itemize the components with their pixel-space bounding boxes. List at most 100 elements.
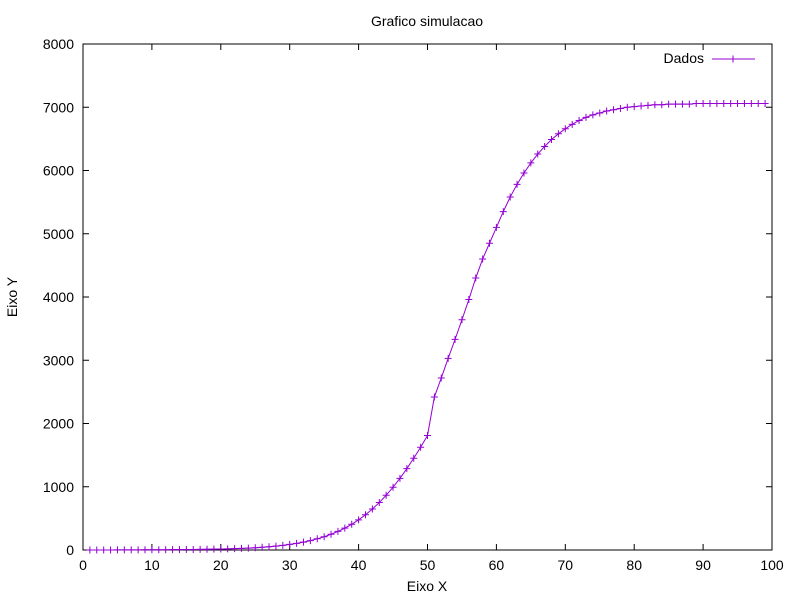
data-point bbox=[107, 546, 115, 554]
x-tick-label: 60 bbox=[489, 557, 505, 573]
data-point bbox=[231, 545, 239, 553]
data-point bbox=[169, 546, 177, 554]
data-point bbox=[672, 100, 680, 108]
data-point bbox=[189, 545, 197, 553]
x-tick-label: 20 bbox=[213, 557, 229, 573]
data-point bbox=[472, 274, 480, 282]
data-point bbox=[251, 544, 259, 552]
y-tick-label: 5000 bbox=[43, 226, 74, 242]
data-point bbox=[100, 546, 108, 554]
data-point bbox=[368, 505, 376, 513]
data-point bbox=[375, 499, 383, 507]
data-point bbox=[299, 538, 307, 546]
data-point bbox=[244, 544, 252, 552]
legend-marker-dados bbox=[729, 55, 737, 63]
data-point bbox=[603, 107, 611, 115]
y-tick-label: 7000 bbox=[43, 99, 74, 115]
data-point bbox=[113, 546, 121, 554]
x-tick-label: 50 bbox=[420, 557, 436, 573]
data-point bbox=[754, 99, 762, 107]
x-axis-label: Eixo X bbox=[407, 578, 448, 594]
data-point bbox=[734, 99, 742, 107]
data-point bbox=[665, 100, 673, 108]
data-point bbox=[175, 546, 183, 554]
data-point bbox=[141, 546, 149, 554]
data-point bbox=[265, 543, 273, 551]
data-point bbox=[499, 208, 507, 216]
x-axis: 0 10 20 30 40 50 60 70 80 90 100 bbox=[79, 44, 784, 573]
data-point bbox=[520, 169, 528, 177]
data-point bbox=[630, 103, 638, 111]
data-point bbox=[403, 465, 411, 473]
data-point bbox=[155, 546, 163, 554]
data-point bbox=[293, 539, 301, 547]
y-axis: 0 1000 2000 3000 4000 5000 6000 7000 8000 bbox=[43, 36, 772, 558]
x-tick-label: 0 bbox=[79, 557, 87, 573]
data-point bbox=[389, 483, 397, 491]
data-point bbox=[706, 99, 714, 107]
data-point bbox=[747, 99, 755, 107]
data-point bbox=[203, 545, 211, 553]
legend: Dados bbox=[664, 50, 755, 66]
data-point bbox=[327, 530, 335, 538]
data-point bbox=[740, 99, 748, 107]
data-point bbox=[554, 130, 562, 138]
data-point bbox=[486, 239, 494, 247]
x-tick-label: 40 bbox=[351, 557, 367, 573]
data-point bbox=[465, 296, 473, 304]
data-point bbox=[410, 454, 418, 462]
x-tick-label: 90 bbox=[695, 557, 711, 573]
data-point bbox=[127, 546, 135, 554]
data-point bbox=[355, 516, 363, 524]
series-dados bbox=[86, 99, 769, 554]
y-tick-label: 1000 bbox=[43, 479, 74, 495]
data-point bbox=[396, 474, 404, 482]
data-point bbox=[761, 99, 769, 107]
x-tick-label: 100 bbox=[760, 557, 784, 573]
data-point bbox=[658, 101, 666, 109]
data-point bbox=[279, 541, 287, 549]
data-point bbox=[162, 546, 170, 554]
data-point bbox=[382, 491, 390, 499]
data-point bbox=[678, 100, 686, 108]
data-point bbox=[182, 546, 190, 554]
data-point bbox=[134, 546, 142, 554]
data-point bbox=[196, 545, 204, 553]
data-point bbox=[561, 125, 569, 133]
x-tick-label: 30 bbox=[282, 557, 298, 573]
data-point bbox=[272, 542, 280, 550]
data-point bbox=[458, 316, 466, 324]
data-point bbox=[361, 511, 369, 519]
data-point bbox=[610, 106, 618, 114]
data-point bbox=[424, 432, 431, 440]
y-tick-label: 4000 bbox=[43, 289, 74, 305]
x-tick-label: 10 bbox=[144, 557, 160, 573]
data-point bbox=[437, 374, 445, 382]
data-point bbox=[527, 159, 535, 167]
y-axis-label: Eixo Y bbox=[4, 276, 20, 317]
data-point bbox=[513, 180, 521, 188]
data-point bbox=[286, 540, 294, 548]
data-point bbox=[596, 109, 604, 117]
data-point bbox=[417, 443, 425, 451]
data-point bbox=[692, 99, 700, 107]
data-point bbox=[148, 546, 156, 554]
data-point bbox=[534, 150, 542, 158]
data-point bbox=[313, 535, 321, 543]
y-tick-label: 8000 bbox=[43, 36, 74, 52]
data-point bbox=[86, 546, 94, 554]
data-point bbox=[713, 99, 721, 107]
data-point bbox=[506, 193, 514, 201]
data-point bbox=[548, 136, 556, 144]
data-point bbox=[720, 99, 728, 107]
data-point bbox=[492, 223, 500, 231]
data-point bbox=[616, 105, 624, 113]
data-point bbox=[699, 99, 707, 107]
y-tick-label: 6000 bbox=[43, 163, 74, 179]
data-point bbox=[451, 335, 459, 343]
data-point bbox=[582, 113, 590, 121]
data-point bbox=[93, 546, 101, 554]
data-point bbox=[306, 537, 314, 545]
data-point bbox=[637, 102, 645, 110]
